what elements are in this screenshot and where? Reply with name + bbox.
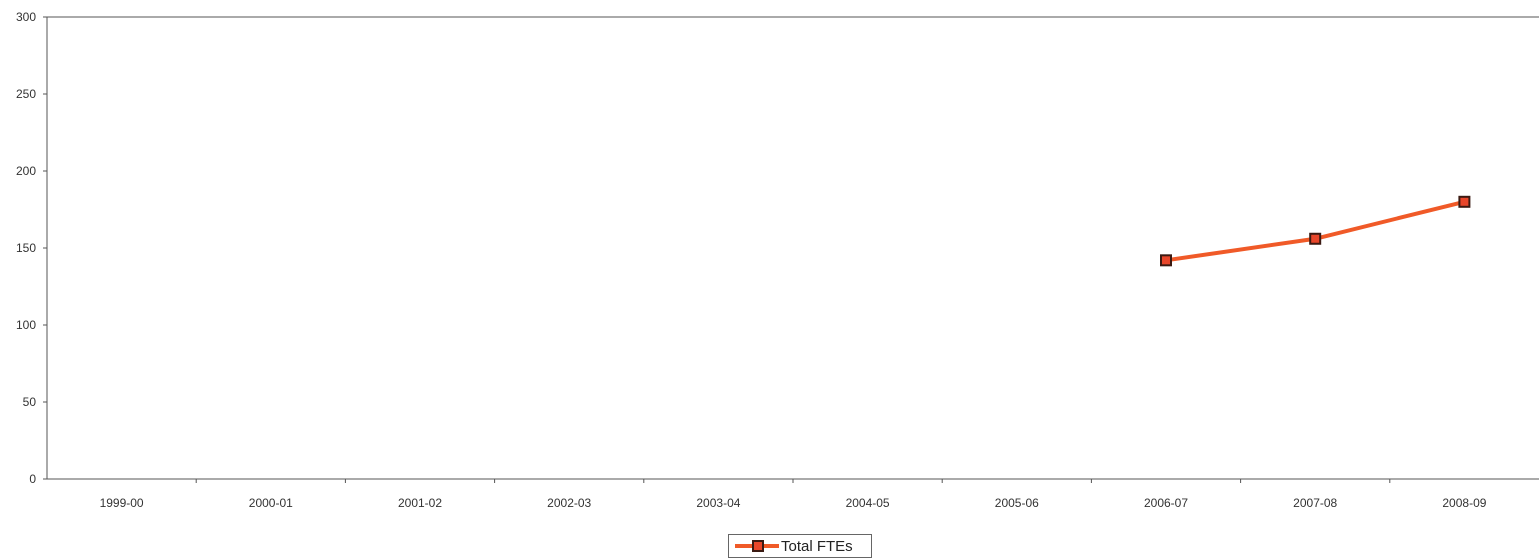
- line-chart: 0 50 100 150 200 250 300 1999-00 2000-01 2001-02…: [16, 10, 1539, 510]
- y-tick-label: 200: [16, 164, 36, 178]
- y-tick-label: 250: [16, 87, 36, 101]
- x-tick-label: 2007-08: [1293, 496, 1337, 510]
- data-point: [1458, 195, 1471, 208]
- legend-label-total-ftes: Total FTEs: [781, 537, 853, 555]
- legend-swatch-total-ftes: [735, 540, 779, 552]
- x-tick-label: 2004-05: [846, 496, 890, 510]
- y-tick-label: 300: [16, 10, 36, 24]
- series-line: [1165, 199, 1465, 263]
- data-point: [1309, 232, 1322, 245]
- y-tick-label: 150: [16, 241, 36, 255]
- series-layer: [1160, 195, 1471, 267]
- x-tick-label: 2008-09: [1442, 496, 1486, 510]
- data-point: [1160, 254, 1172, 267]
- legend-marker: [752, 540, 764, 552]
- x-tick-label: 2005-06: [995, 496, 1039, 510]
- y-axis-ticks: 0 50 100 150 200 250 300: [16, 10, 47, 486]
- x-tick-label: 2002-03: [547, 496, 591, 510]
- x-tick-label: 2000-01: [249, 496, 293, 510]
- y-tick-label: 0: [29, 472, 36, 486]
- legend: Total FTEs: [728, 534, 872, 558]
- x-axis-ticks: 1999-00 2000-01 2001-02 2002-03 2003-04 2004-…: [100, 479, 1487, 510]
- x-tick-label: 2006-07: [1144, 496, 1188, 510]
- x-tick-label: 1999-00: [100, 496, 144, 510]
- y-tick-label: 100: [16, 318, 36, 332]
- x-tick-label: 2001-02: [398, 496, 442, 510]
- x-tick-label: 2003-04: [696, 496, 740, 510]
- y-tick-label: 50: [23, 395, 37, 409]
